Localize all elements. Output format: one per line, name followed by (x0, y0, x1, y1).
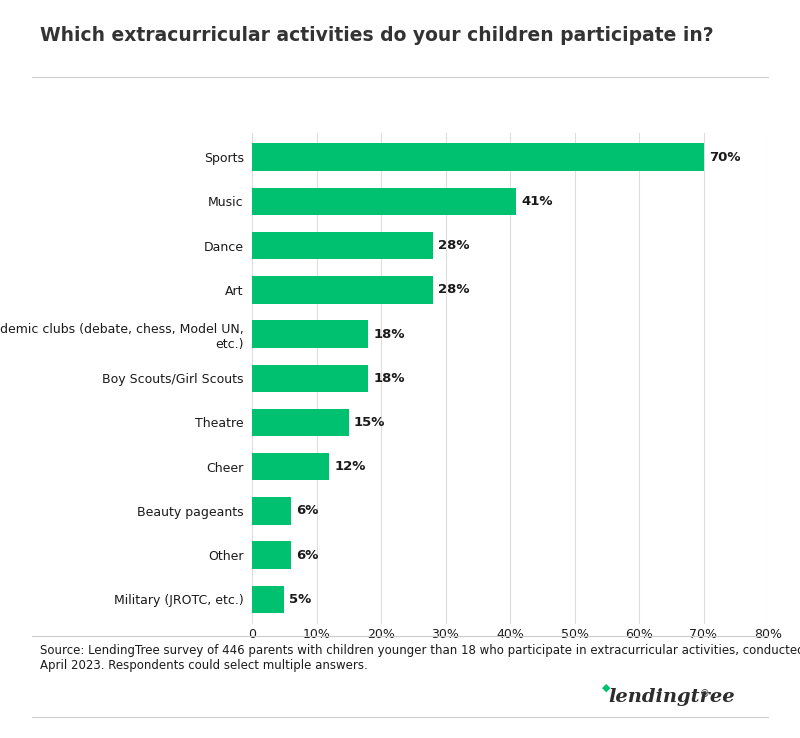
Text: 70%: 70% (709, 151, 740, 164)
Text: Which extracurricular activities do your children participate in?: Which extracurricular activities do your… (40, 26, 714, 45)
Bar (252, 497, 290, 525)
Bar (252, 187, 517, 215)
Text: ◆: ◆ (602, 683, 610, 693)
Text: 15%: 15% (354, 416, 386, 429)
Text: 41%: 41% (522, 195, 553, 208)
Text: 6%: 6% (296, 504, 318, 517)
Bar (252, 453, 330, 480)
Bar (252, 276, 433, 303)
Text: 12%: 12% (334, 461, 366, 473)
Bar (252, 320, 368, 348)
Text: 28%: 28% (438, 283, 470, 296)
Text: 5%: 5% (290, 593, 312, 606)
Bar (252, 232, 433, 259)
Text: Source: LendingTree survey of 446 parents with children younger than 18 who part: Source: LendingTree survey of 446 parent… (40, 644, 800, 672)
Text: ®: ® (700, 689, 710, 699)
Text: 18%: 18% (374, 372, 405, 384)
Bar (252, 365, 368, 392)
Bar (252, 542, 290, 569)
Text: 28%: 28% (438, 239, 470, 252)
Bar (252, 409, 349, 436)
Text: 18%: 18% (374, 328, 405, 340)
Bar (252, 585, 284, 613)
Text: 6%: 6% (296, 548, 318, 562)
Bar (252, 143, 703, 171)
Text: lendingtree: lendingtree (608, 689, 734, 706)
